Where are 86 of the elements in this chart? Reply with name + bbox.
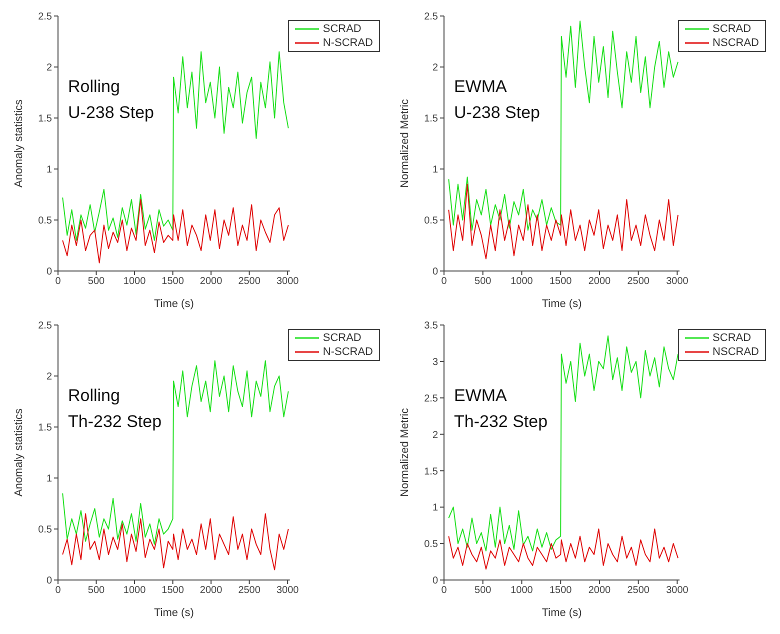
x-axis-title: Time (s) [542, 607, 582, 619]
line-series [448, 335, 678, 552]
legend-label: SCRAD [322, 22, 362, 36]
x-tick-label: 2500 [627, 585, 650, 596]
x-tick-label: 500 [88, 276, 106, 288]
x-tick-label: 2500 [238, 585, 261, 596]
x-tick-label: 1000 [510, 585, 534, 596]
y-tick-label: 2 [46, 62, 52, 74]
x-tick-label: 500 [474, 276, 492, 288]
x-tick-label: 2000 [588, 585, 612, 596]
y-tick-label: 2.5 [38, 320, 52, 332]
y-tick-label: 1.5 [424, 114, 438, 125]
x-tick-label: 3000 [666, 276, 689, 288]
x-tick-label: 1000 [123, 276, 146, 288]
annotation: Rolling [68, 385, 121, 407]
y-tick-label: 1.5 [38, 422, 52, 434]
x-tick-label: 3000 [666, 585, 689, 596]
x-axis-title: Time (s) [154, 607, 194, 619]
y-tick-label: 0.5 [38, 216, 52, 227]
annotation: Th-232 Step [68, 411, 162, 433]
line-series [448, 184, 678, 260]
y-tick-label: 2 [432, 430, 438, 441]
y-axis-title: Normalized Metric [398, 408, 411, 497]
y-tick-label: 0.5 [424, 539, 438, 550]
y-tick-label: 1.5 [424, 466, 438, 478]
y-tick-label: 3 [432, 356, 438, 368]
legend-label: N-SCRAD [322, 36, 373, 50]
y-tick-label: 1 [432, 502, 438, 514]
x-tick-label: 500 [88, 585, 106, 596]
y-tick-label: 2 [432, 62, 438, 74]
annotation: U-238 Step [68, 102, 154, 124]
legend-label: NSCRAD [712, 36, 759, 50]
x-tick-label: 2500 [238, 276, 261, 288]
legend-label: SCRAD [712, 331, 752, 345]
annotation: EWMA [454, 385, 508, 407]
x-tick-label: 1500 [162, 276, 184, 288]
y-tick-label: 2.5 [424, 393, 438, 404]
x-tick-label: 0 [441, 276, 448, 288]
legend-label: N-SCRAD [322, 345, 373, 359]
x-tick-label: 2000 [588, 276, 612, 288]
legend-label: SCRAD [712, 22, 752, 36]
line-series [448, 20, 678, 231]
x-axis-title: Time (s) [154, 298, 194, 310]
y-tick-label: 0 [46, 266, 52, 278]
x-tick-label: 500 [474, 585, 492, 596]
y-axis-title: Anomaly statistics [12, 98, 25, 188]
x-tick-label: 1000 [510, 276, 534, 288]
annotation: Th-232 Step [454, 411, 548, 433]
x-tick-label: 2000 [200, 276, 223, 288]
y-tick-label: 1.5 [38, 114, 52, 125]
y-axis-title: Anomaly statistics [12, 408, 25, 497]
y-tick-label: 2 [46, 372, 52, 383]
annotation: Rolling [68, 76, 121, 98]
x-tick-label: 1500 [162, 585, 184, 596]
y-tick-label: 0.5 [424, 216, 438, 227]
y-tick-label: 3.5 [424, 320, 438, 332]
x-tick-label: 2500 [627, 276, 650, 288]
y-tick-label: 0 [432, 266, 438, 278]
x-axis-title: Time (s) [542, 298, 582, 310]
line-series [62, 513, 289, 570]
y-tick-label: 0 [46, 576, 52, 587]
line-series [62, 51, 289, 241]
y-axis-title: Normalized Metric [398, 98, 411, 188]
annotation: EWMA [454, 76, 508, 98]
x-tick-label: 1500 [549, 585, 572, 596]
y-tick-label: 2.5 [424, 12, 438, 23]
y-tick-label: 1 [46, 164, 52, 176]
x-tick-label: 0 [55, 585, 62, 596]
line-series [448, 528, 678, 570]
x-tick-label: 1000 [123, 585, 146, 596]
x-tick-label: 0 [441, 585, 448, 596]
x-tick-label: 3000 [276, 276, 300, 288]
legend-label: SCRAD [322, 331, 362, 345]
line-series [62, 199, 289, 264]
y-tick-label: 0.5 [38, 524, 52, 536]
x-tick-label: 2000 [200, 585, 223, 596]
legend-label: NSCRAD [712, 345, 759, 359]
x-tick-label: 1500 [549, 276, 572, 288]
y-tick-label: 1 [432, 164, 438, 176]
x-tick-label: 3000 [276, 585, 300, 596]
y-tick-label: 2.5 [38, 12, 52, 23]
x-tick-label: 0 [55, 276, 62, 288]
line-series [62, 360, 289, 545]
y-tick-label: 1 [46, 474, 52, 485]
annotation: U-238 Step [454, 102, 540, 124]
y-tick-label: 0 [432, 576, 438, 587]
